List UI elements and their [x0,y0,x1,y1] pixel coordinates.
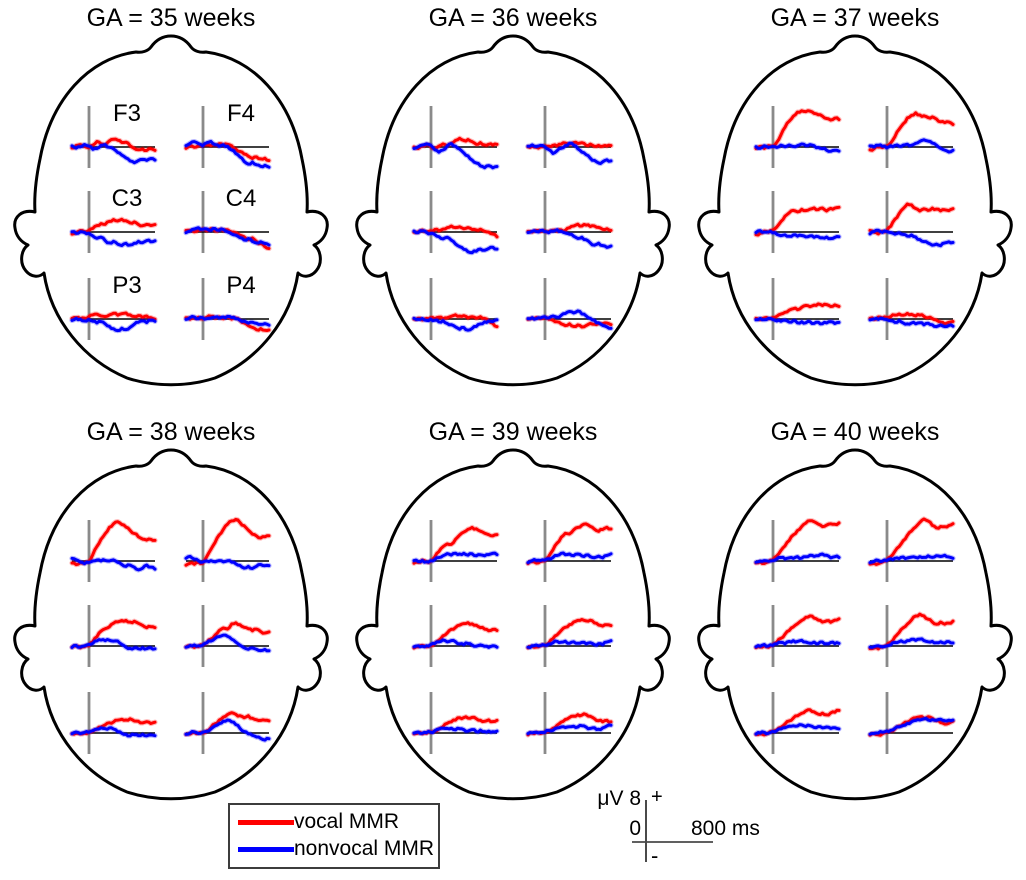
scale-minus-label: - [651,843,659,868]
scale-bar: μV 8 + 0 800 ms - [575,785,795,880]
nonvocal-trace [412,726,499,735]
electrode-label: F4 [227,100,255,127]
nonvocal-trace [868,138,955,154]
scale-time-label: 800 ms [691,817,760,840]
nonvocal-trace [868,637,955,649]
nonvocal-trace [526,723,613,736]
vocal-trace [70,717,157,736]
panel-ga-38: GA = 38 weeks [0,418,342,818]
scale-zero-label: 0 [629,817,641,840]
nonvocal-trace [526,228,613,249]
nonvocal-trace [868,316,955,329]
nonvocal-trace [184,314,271,327]
scale-amplitude-label: μV 8 [597,787,641,810]
nonvocal-trace [184,554,271,570]
nonvocal-trace [184,718,271,742]
vocal-trace [868,311,955,326]
nonvocal-trace [526,309,613,330]
vocal-line-swatch [238,819,294,825]
nonvocal-trace [868,228,955,248]
nonvocal-trace [70,230,157,247]
head-plot-ga-37 [697,34,1013,387]
nonvocal-trace [184,633,271,653]
vocal-trace-halo [753,108,842,152]
nonvocal-trace [526,141,613,165]
nonvocal-trace [412,316,499,332]
nonvocal-trace [412,638,499,649]
electrode-label: F3 [113,100,141,127]
legend-label-vocal: vocal MMR [294,810,400,833]
nonvocal-trace [70,726,157,738]
panel-ga-40: GA = 40 weeks [684,418,1026,818]
vocal-trace [70,137,157,152]
nonvocal-trace [868,553,955,565]
head-plot-ga-36 [355,34,671,387]
panel-ga-37: GA = 37 weeks [684,4,1026,404]
panel-title: GA = 36 weeks [428,4,598,32]
scale-bar-lines [632,800,713,862]
head-outline [13,34,329,387]
vocal-trace [70,311,157,321]
legend: vocal MMR nonvocal MMR [228,803,440,869]
nonvocal-trace [412,551,499,564]
head-outline [697,448,1013,801]
nonvocal-trace [526,639,613,649]
nonvocal-trace [868,716,955,736]
nonvocal-line-swatch [238,846,294,852]
nonvocal-trace [754,723,841,736]
electrode-label: C4 [226,185,257,212]
nonvocal-trace [70,638,157,651]
nonvocal-trace [412,229,499,255]
panel-title: GA = 40 weeks [770,418,940,446]
electrode-label: C3 [112,185,143,212]
head-outline [697,34,1013,387]
nonvocal-trace [526,551,613,565]
head-plot-ga-40 [697,448,1013,801]
panel-title: GA = 37 weeks [770,4,940,32]
nonvocal-trace [754,229,841,241]
head-plot-ga-38 [13,448,329,801]
nonvocal-trace [754,638,841,649]
electrode-label: P3 [112,272,141,299]
legend-item-nonvocal: nonvocal MMR [238,837,434,861]
nonvocal-trace [754,142,841,153]
panel-ga-35: GA = 35 weeks F3 F4 C3 C4 P3 P4 [0,4,342,404]
nonvocal-trace [754,316,841,326]
legend-label-nonvocal: nonvocal MMR [294,837,435,860]
scale-plus-label: + [651,786,663,808]
nonvocal-trace [70,316,157,333]
nonvocal-trace [184,226,271,247]
head-outline [355,34,671,387]
head-plot-ga-35: F3 F4 C3 C4 P3 P4 [13,34,329,387]
nonvocal-trace [412,142,499,170]
panel-title: GA = 39 weeks [428,418,598,446]
legend-item-vocal: vocal MMR [238,810,430,834]
panel-ga-39: GA = 39 weeks [342,418,684,818]
head-outline [13,448,329,801]
electrode-label: P4 [226,272,255,299]
panel-ga-36: GA = 36 weeks [342,4,684,404]
nonvocal-trace [70,556,157,572]
head-plot-ga-39 [355,448,671,801]
vocal-trace [412,313,499,329]
panel-title: GA = 35 weeks [86,4,256,32]
nonvocal-trace [754,552,841,564]
nonvocal-trace [70,143,157,165]
head-outline [355,448,671,801]
panel-title: GA = 38 weeks [86,418,256,446]
nonvocal-trace [184,139,271,169]
